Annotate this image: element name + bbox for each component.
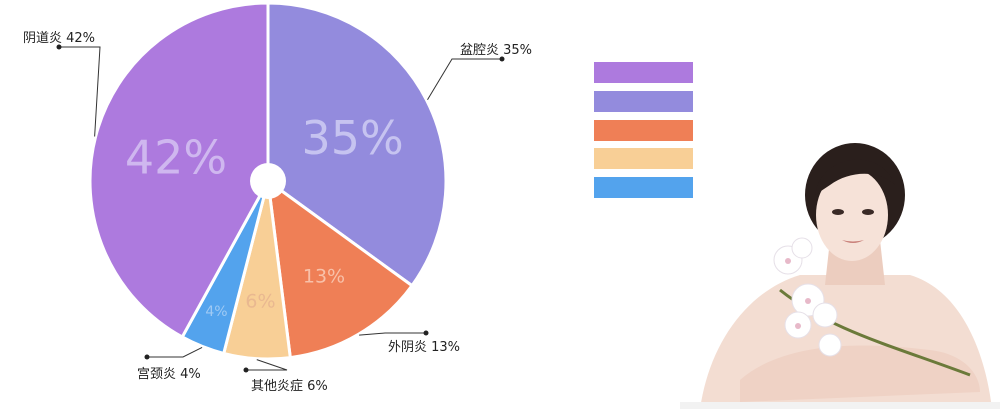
callout-dot [499, 56, 505, 62]
pie-slices [88, 1, 448, 361]
legend-swatch-1 [594, 62, 693, 83]
callout-dot [423, 330, 429, 336]
legend-swatch-4 [594, 148, 693, 169]
pie-slice-pelvic-inflammation [266, 1, 448, 288]
callout-label: 其他炎症 6% [251, 379, 328, 394]
slice-value-label-cervicitis: 4% [205, 304, 227, 320]
callout-pelvic-inflammation: 盆腔炎 35% [427, 43, 532, 100]
slice-value-label-pelvic-inflammation: 35% [302, 111, 404, 165]
callout-vaginitis: 阴道炎 42% [23, 31, 101, 137]
callout-dot [243, 367, 249, 373]
legend-swatch-5 [594, 177, 693, 198]
legend-swatch-2 [594, 91, 693, 112]
callout-other-inflammation: 其他炎症 6% [243, 359, 328, 394]
callout-leader-line [359, 332, 426, 336]
callout-label: 宫颈炎 4% [137, 367, 201, 382]
callout-leader-line [59, 46, 101, 137]
legend-swatch-3 [594, 120, 693, 141]
pie-slice-vulvitis [266, 177, 415, 360]
callout-labels: 盆腔炎 35% 外阴炎 13% 其他炎症 6% 宫颈炎 4% 阴道炎 42% [23, 31, 532, 394]
callout-label: 外阴炎 13% [388, 340, 460, 355]
callout-dot [56, 44, 62, 50]
pie-slice-vaginitis [88, 1, 270, 340]
slice-value-labels: 35% 13% 6% 4% 42% [125, 111, 404, 320]
callout-label: 阴道炎 42% [23, 31, 95, 46]
callout-label: 盆腔炎 35% [460, 43, 532, 58]
callout-dot [144, 354, 150, 360]
callout-vulvitis: 外阴炎 13% [359, 330, 460, 355]
slice-value-label-vulvitis: 13% [303, 265, 345, 287]
pie-center-hole [250, 163, 286, 199]
slice-value-label-other-inflammation: 6% [245, 290, 275, 312]
woman-with-orchid-image [680, 143, 1000, 409]
callout-cervicitis: 宫颈炎 4% [137, 346, 203, 382]
callout-leader-line [147, 346, 203, 358]
callout-leader-line [427, 58, 502, 100]
slice-value-label-vaginitis: 42% [125, 130, 227, 184]
callout-leader-line [246, 359, 288, 371]
